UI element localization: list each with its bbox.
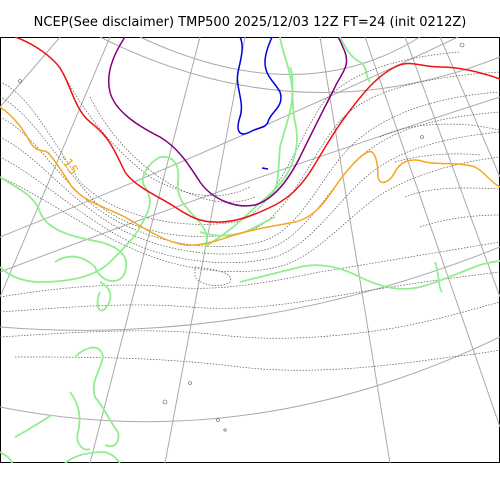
coastline-sakhalin: [96, 281, 112, 312]
isotherm-purple: [108, 37, 348, 207]
longitude-line: [0, 37, 111, 298]
latitude-line: [0, 336, 500, 423]
map-canvas: -15: [0, 37, 500, 463]
coastline-canada: [339, 37, 371, 83]
coastline-kamchatka: [159, 155, 208, 248]
isotherm-blue: [236, 37, 282, 135]
coastline-west-coast: [434, 261, 443, 293]
island-specks: [18, 42, 465, 432]
longitude-line: [319, 37, 391, 463]
longitude-line: [439, 37, 500, 178]
longitude-line: [364, 37, 500, 428]
coastline-japan: [74, 346, 120, 447]
chart-title: NCEP(See disclaimer) TMP500 2025/12/03 1…: [33, 15, 467, 30]
latitude-line: [0, 96, 500, 273]
isotherm-orange: [0, 106, 500, 246]
coastline-america: [239, 260, 500, 290]
isotherms-minor: [0, 51, 500, 371]
longitude-line: [404, 37, 500, 298]
map-frame: [0, 37, 500, 463]
coastline-arctic: [269, 37, 294, 198]
longitude-line: [89, 37, 201, 463]
isotherm-red: [14, 37, 500, 223]
graticule: [0, 37, 500, 463]
coastline-alaska: [204, 66, 298, 248]
coastline-taiwan: [0, 451, 13, 463]
latitude-line: [99, 37, 500, 94]
longitude-line: [0, 37, 61, 108]
coastline-korea: [14, 414, 53, 438]
coastline-asia-north: [0, 156, 161, 283]
latitude-line: [0, 246, 500, 331]
coastline-bottom: [64, 451, 121, 463]
longitude-line: [164, 37, 246, 463]
coastline-japan-south: [69, 391, 91, 451]
isotherm-blue-spot: [261, 167, 269, 170]
